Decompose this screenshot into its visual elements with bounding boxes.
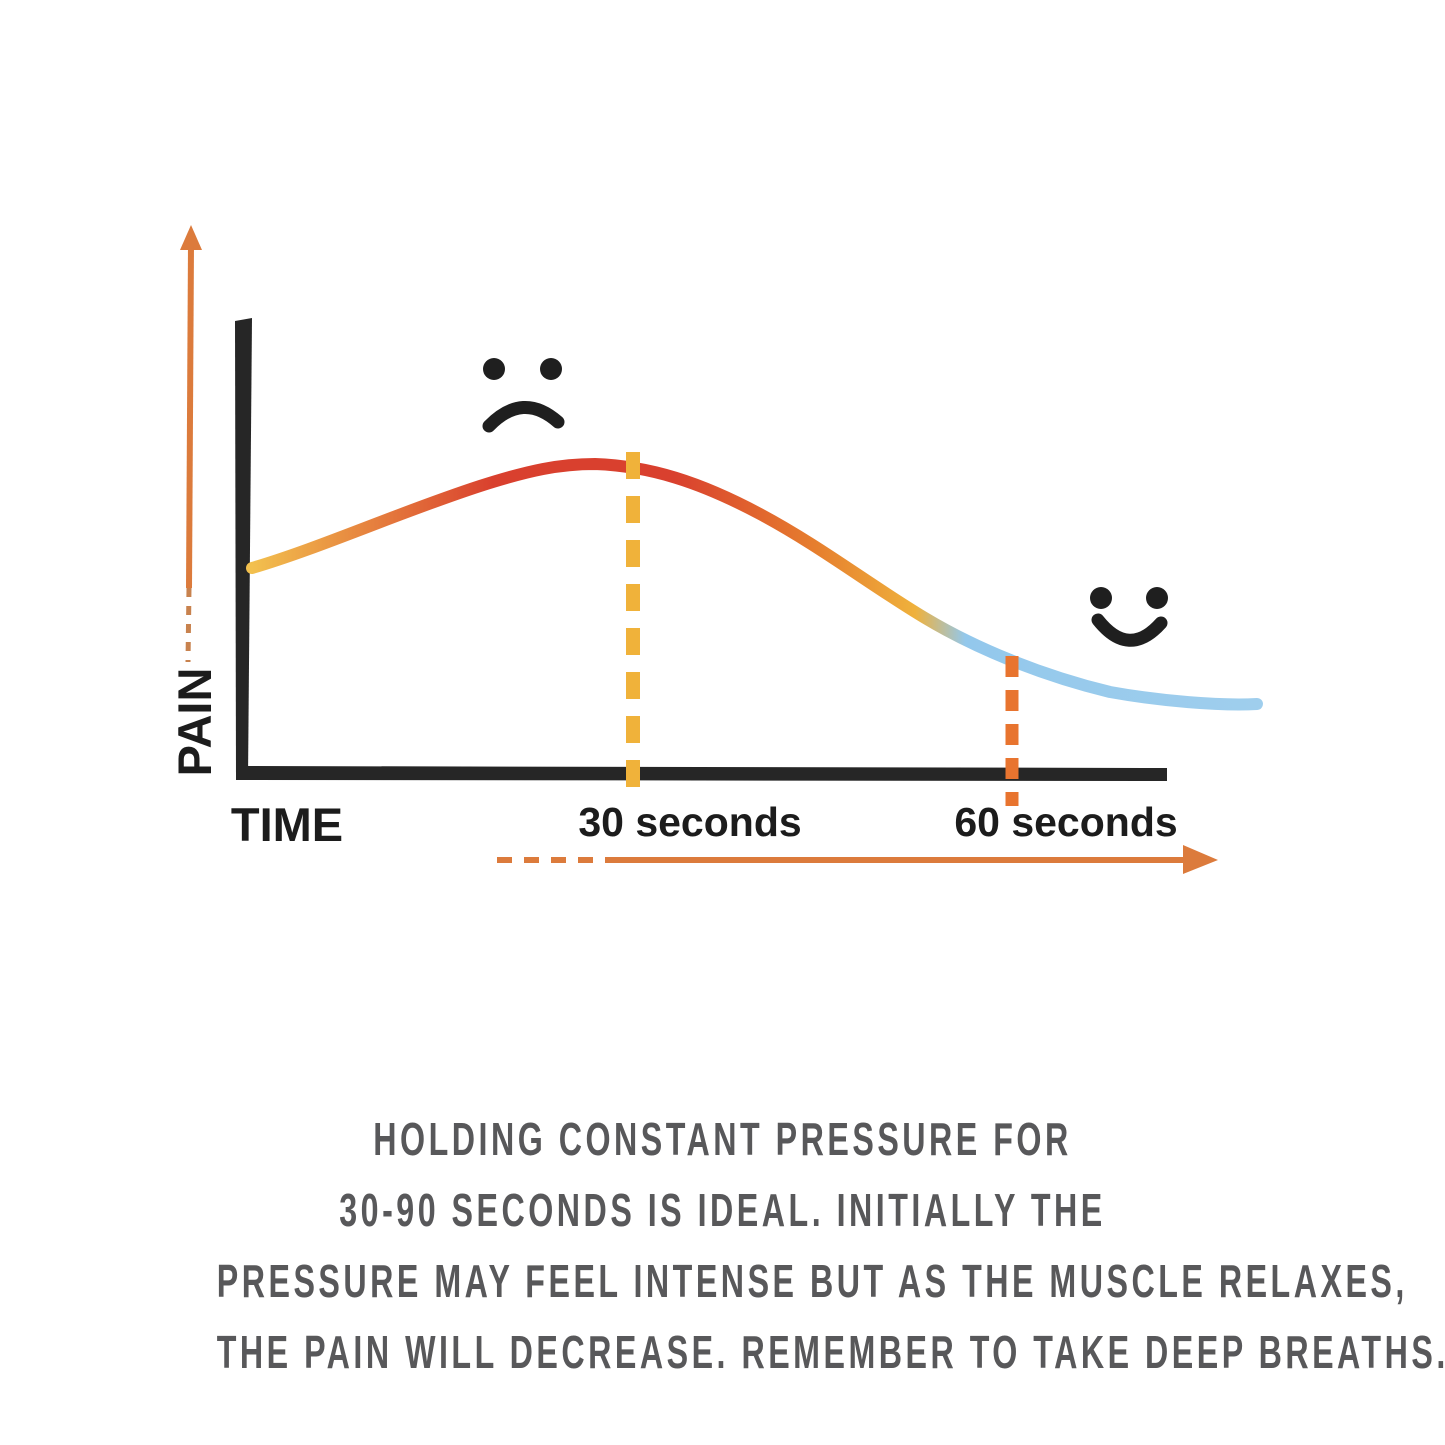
pain-time-chart: 30 seconds 60 seconds TIME PAIN bbox=[168, 225, 1263, 874]
caption-line-4: THE PAIN WILL DECREASE. REMEMBER TO TAKE… bbox=[216, 1326, 1445, 1378]
sad-face-icon bbox=[482, 358, 565, 433]
caption-line-3: PRESSURE MAY FEEL INTENSE BUT AS THE MUS… bbox=[216, 1255, 1408, 1307]
happy-face-icon bbox=[1090, 587, 1168, 647]
caption-line-1: HOLDING CONSTANT PRESSURE FOR bbox=[373, 1113, 1072, 1165]
x-axis-label: TIME bbox=[231, 798, 343, 851]
pain-arrowhead-icon bbox=[180, 225, 202, 250]
tick-label-60-seconds: 60 seconds bbox=[954, 799, 1177, 845]
pain-curve bbox=[246, 457, 1263, 711]
y-axis-label: PAIN bbox=[168, 668, 221, 777]
caption: HOLDING CONSTANT PRESSURE FOR 30-90 SECO… bbox=[0, 1104, 1445, 1388]
caption-line-2: 30-90 SECONDS IS IDEAL. INITIALLY THE bbox=[339, 1184, 1106, 1236]
time-direction-arrow bbox=[497, 845, 1218, 874]
x-axis bbox=[236, 766, 1167, 781]
pain-axis-arrow bbox=[180, 225, 202, 663]
tick-label-30-seconds: 30 seconds bbox=[578, 799, 801, 845]
y-axis bbox=[235, 318, 252, 779]
time-arrowhead-icon bbox=[1183, 845, 1218, 874]
